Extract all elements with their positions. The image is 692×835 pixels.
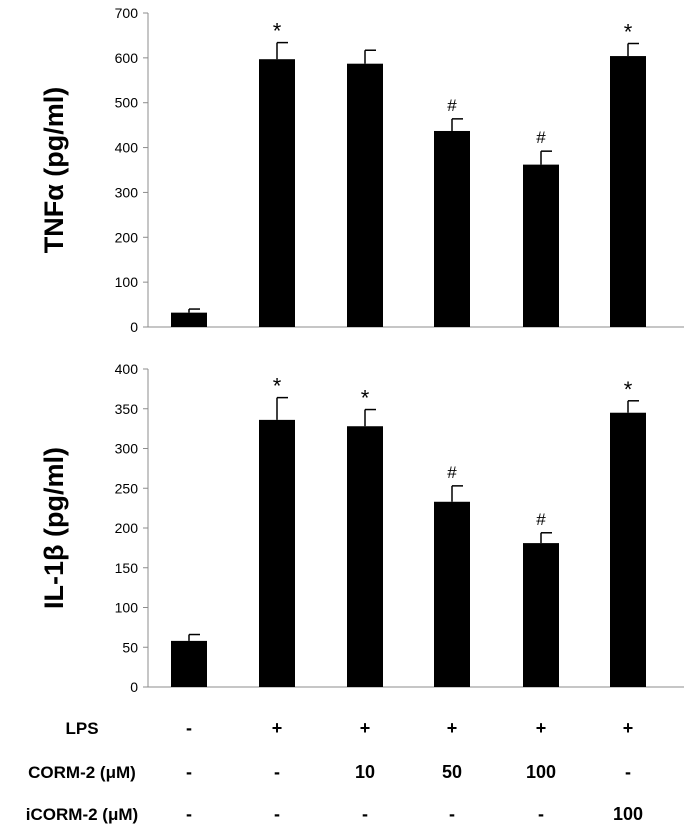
il1b-tick-label: 400 — [115, 361, 139, 377]
il1b-bar — [171, 640, 207, 687]
il1b-hash-marker: # — [536, 510, 546, 529]
il1b-hash-marker: # — [447, 463, 457, 482]
tnfa-tick-label: 0 — [130, 319, 138, 335]
il1b-bar — [434, 501, 470, 687]
condition-value: - — [186, 718, 192, 738]
conditions-table: LPS - + + + + + CORM-2 (μM) - - 10 50 100 - iCORM-2 (μ… — [26, 718, 643, 824]
tnfa-panel: TNFα (pg/ml) 0 100 200 300 400 500 600 700 * # # * — [39, 5, 684, 335]
il1b-bar — [610, 412, 646, 687]
tnfa-asterisk-marker: * — [273, 19, 282, 44]
condition-value: - — [186, 804, 192, 824]
tnfa-bar — [171, 312, 207, 327]
tnfa-tick-label: 500 — [115, 95, 139, 111]
condition-row-label: iCORM-2 (μM) — [26, 805, 138, 824]
condition-value: + — [447, 718, 458, 738]
condition-value: + — [623, 718, 634, 738]
condition-value: - — [186, 762, 192, 782]
tnfa-axis-label: TNFα (pg/ml) — [39, 87, 69, 254]
il1b-axis-label: IL-1β (pg/ml) — [39, 447, 69, 609]
il1b-panel: IL-1β (pg/ml) 0 50 100 150 200 250 300 350 400 * *… — [39, 361, 684, 695]
tnfa-bar — [610, 56, 646, 327]
condition-value: 100 — [526, 762, 556, 782]
condition-row-label: CORM-2 (μM) — [28, 763, 136, 782]
condition-value: - — [625, 762, 631, 782]
il1b-bar — [523, 543, 559, 687]
tnfa-bar — [259, 59, 295, 328]
tnfa-tick-label: 600 — [115, 50, 139, 66]
tnfa-asterisk-marker: * — [624, 20, 633, 45]
condition-value: - — [274, 804, 280, 824]
tnfa-bar — [347, 63, 383, 328]
tnfa-hash-marker: # — [447, 96, 457, 115]
il1b-tick-label: 50 — [122, 639, 138, 655]
condition-value: - — [274, 762, 280, 782]
condition-value: 10 — [355, 762, 375, 782]
il1b-tick-label: 0 — [130, 679, 138, 695]
tnfa-hash-marker: # — [536, 128, 546, 147]
condition-value: - — [538, 804, 544, 824]
il1b-asterisk-marker: * — [624, 377, 633, 402]
tnfa-tick-label: 400 — [115, 140, 139, 156]
condition-value: - — [449, 804, 455, 824]
il1b-bar — [347, 426, 383, 687]
il1b-asterisk-marker: * — [361, 386, 370, 411]
condition-row-label: LPS — [65, 719, 98, 738]
tnfa-tick-label: 100 — [115, 274, 139, 290]
tnfa-tick-label: 700 — [115, 5, 139, 21]
il1b-tick-label: 250 — [115, 480, 139, 496]
tnfa-bar — [434, 130, 470, 327]
il1b-tick-label: 350 — [115, 401, 139, 417]
tnfa-tick-label: 200 — [115, 229, 139, 245]
condition-value: + — [272, 718, 283, 738]
condition-value: + — [536, 718, 547, 738]
il1b-bar — [259, 419, 295, 687]
tnfa-bar — [523, 164, 559, 327]
condition-value: + — [360, 718, 371, 738]
il1b-tick-label: 150 — [115, 560, 139, 576]
il1b-tick-label: 100 — [115, 600, 139, 616]
condition-value: 100 — [613, 804, 643, 824]
il1b-tick-label: 300 — [115, 441, 139, 457]
il1b-tick-label: 200 — [115, 520, 139, 536]
condition-value: - — [362, 804, 368, 824]
condition-value: 50 — [442, 762, 462, 782]
il1b-asterisk-marker: * — [273, 374, 282, 399]
tnfa-tick-label: 300 — [115, 184, 139, 200]
